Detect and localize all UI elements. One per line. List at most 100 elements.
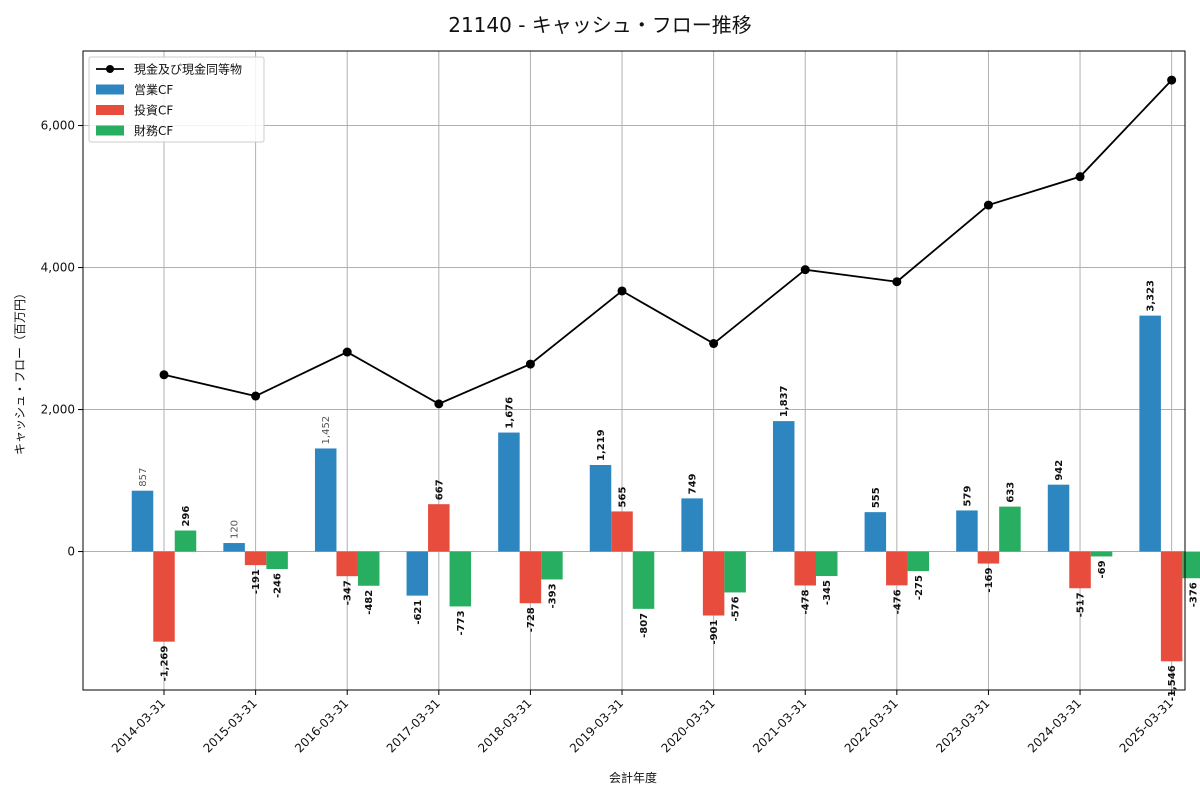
point-cash-2020-03-31	[709, 339, 719, 349]
bar-投資CF-2017-03-31	[428, 504, 450, 552]
x-tick-label: 2021-03-31	[750, 696, 809, 755]
bar-営業CF-2025-03-31	[1139, 315, 1161, 552]
x-tick-label: 2014-03-31	[109, 696, 168, 755]
point-cash-2016-03-31	[342, 347, 352, 357]
point-cash-2019-03-31	[617, 286, 627, 296]
data-label: -901	[709, 619, 720, 644]
legend-entry: 投資CF	[134, 103, 173, 118]
data-label: -476	[892, 589, 903, 614]
bar-投資CF-2022-03-31	[886, 551, 908, 586]
y-tick-label: 6,000	[41, 119, 75, 133]
bar-投資CF-2019-03-31	[611, 511, 633, 552]
data-label: -478	[801, 589, 812, 614]
data-label: -69	[1097, 560, 1108, 578]
bar-営業CF-2014-03-31	[131, 490, 154, 552]
data-label: -773	[456, 610, 467, 635]
data-label: -246	[273, 573, 284, 598]
legend-box	[88, 56, 265, 143]
point-cash-2025-03-31	[1167, 75, 1177, 85]
legend-entry: 営業CF	[134, 83, 173, 97]
data-label: 579	[962, 486, 973, 507]
x-tick-label: 2020-03-31	[659, 696, 718, 755]
bar-投資CF-2020-03-31	[702, 551, 725, 616]
x-tick-label: 2025-03-31	[1117, 696, 1176, 755]
x-axis-label: 会計年度	[609, 770, 657, 785]
bar-営業CF-2023-03-31	[956, 510, 978, 552]
point-cash-2014-03-31	[159, 370, 169, 380]
bar-営業CF-2015-03-31	[223, 543, 245, 552]
x-tick-label: 2017-03-31	[384, 696, 443, 755]
data-label: -347	[343, 580, 354, 605]
point-cash-2017-03-31	[434, 399, 444, 409]
data-label: 120	[230, 520, 241, 539]
legend-bar-swatch	[96, 84, 124, 95]
legend-marker	[106, 65, 114, 73]
x-tick-label: 2016-03-31	[292, 696, 351, 755]
bar-投資CF-2024-03-31	[1069, 551, 1091, 589]
data-label: -482	[364, 590, 375, 615]
data-label: -393	[547, 583, 558, 608]
y-axis-label: キャッシュ・フロー（百万円）	[13, 287, 27, 455]
bar-財務CF-2021-03-31	[815, 551, 838, 577]
line-cash-equivalents	[163, 79, 1173, 405]
y-tick-label: 2,000	[41, 403, 75, 417]
bar-投資CF-2014-03-31	[153, 551, 175, 642]
bar-投資CF-2021-03-31	[794, 551, 816, 586]
bar-財務CF-2019-03-31	[632, 551, 655, 609]
legend-entry: 財務CF	[134, 123, 173, 138]
x-tick-label: 2019-03-31	[567, 696, 626, 755]
bar-財務CF-2025-03-31	[1182, 551, 1200, 579]
bar-財務CF-2018-03-31	[541, 551, 563, 580]
bar-営業CF-2021-03-31	[772, 421, 795, 552]
data-label: 1,837	[779, 385, 790, 417]
data-label: -376	[1189, 582, 1200, 607]
data-label: -275	[914, 575, 925, 600]
data-label: 3,323	[1146, 280, 1157, 312]
chart-title: 21140 - キャッシュ・フロー推移	[448, 13, 752, 37]
x-tick-label: 2015-03-31	[201, 696, 260, 755]
bar-営業CF-2020-03-31	[681, 498, 703, 552]
bar-営業CF-2022-03-31	[864, 512, 887, 552]
bar-投資CF-2023-03-31	[977, 551, 1000, 564]
bar-営業CF-2018-03-31	[498, 432, 520, 552]
bar-投資CF-2015-03-31	[244, 551, 267, 566]
point-cash-2021-03-31	[800, 265, 810, 275]
x-tick-label: 2022-03-31	[842, 696, 901, 755]
data-label: 565	[618, 487, 629, 508]
data-label: 633	[1005, 482, 1016, 503]
point-cash-2018-03-31	[525, 359, 535, 369]
bar-営業CF-2017-03-31	[406, 551, 429, 596]
data-label: -169	[984, 568, 995, 593]
data-label: -807	[639, 613, 650, 638]
bar-投資CF-2025-03-31	[1160, 551, 1183, 662]
plot-frame	[82, 50, 1186, 691]
legend-entry: 現金及び現金同等物	[134, 62, 242, 77]
bar-財務CF-2020-03-31	[724, 551, 746, 593]
data-label: 1,452	[321, 416, 332, 445]
x-tick-label: 2018-03-31	[475, 696, 534, 755]
x-tick-label: 2023-03-31	[933, 696, 992, 755]
legend-bar-swatch	[96, 105, 124, 115]
bar-営業CF-2016-03-31	[314, 448, 337, 552]
data-label: 296	[181, 506, 192, 527]
data-label: -1,546	[1167, 665, 1178, 701]
data-label: 749	[688, 473, 699, 494]
data-label: 1,219	[596, 429, 607, 461]
point-cash-2023-03-31	[983, 200, 993, 210]
data-label: 857	[138, 468, 149, 487]
bar-財務CF-2024-03-31	[1090, 551, 1113, 557]
bar-財務CF-2022-03-31	[907, 551, 930, 572]
x-tick-label: 2024-03-31	[1025, 696, 1084, 755]
bar-財務CF-2016-03-31	[357, 551, 380, 586]
bar-財務CF-2014-03-31	[174, 530, 197, 552]
data-label: -728	[526, 607, 537, 632]
legend-bar-swatch	[96, 125, 124, 136]
y-tick-label: 4,000	[41, 261, 75, 275]
bar-投資CF-2018-03-31	[519, 551, 542, 604]
bar-財務CF-2017-03-31	[449, 551, 472, 607]
point-cash-2022-03-31	[892, 277, 902, 287]
data-label: -621	[413, 600, 424, 625]
bar-財務CF-2023-03-31	[999, 506, 1021, 552]
bar-営業CF-2024-03-31	[1047, 484, 1070, 552]
